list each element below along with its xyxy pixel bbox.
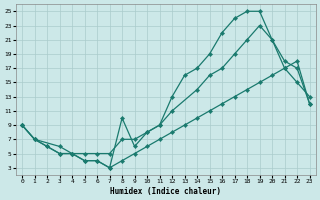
X-axis label: Humidex (Indice chaleur): Humidex (Indice chaleur) (110, 187, 221, 196)
